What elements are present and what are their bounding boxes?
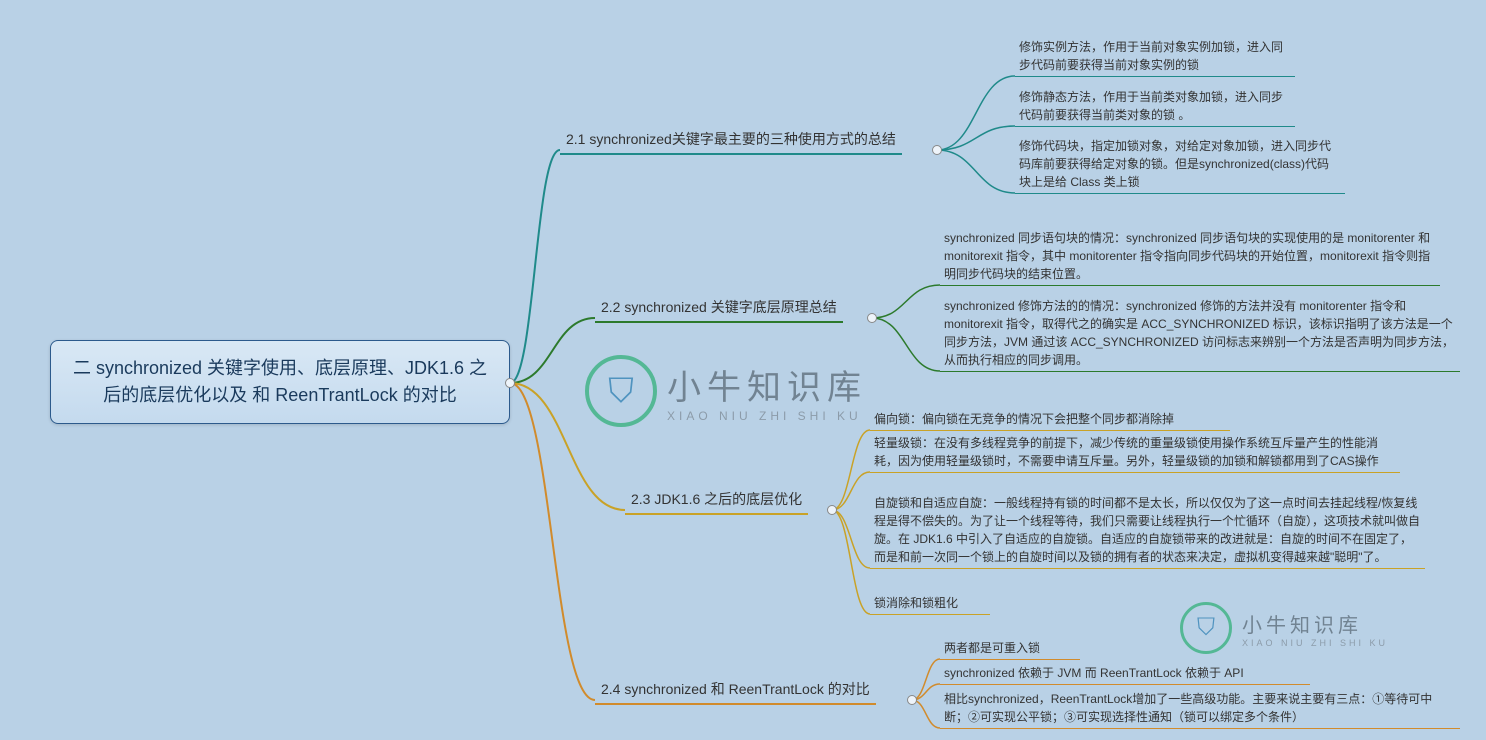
root-connector xyxy=(505,378,515,388)
leaf-node[interactable]: 锁消除和锁粗化 xyxy=(870,592,990,615)
branch-connector xyxy=(827,505,837,515)
leaf-node[interactable]: 自旋锁和自适应自旋：一般线程持有锁的时间都不是太长，所以仅仅为了这一点时间去挂起… xyxy=(870,492,1425,569)
watermark-title: 小牛知识库 xyxy=(667,360,867,409)
watermark-title: 小牛知识库 xyxy=(1242,609,1388,638)
watermark-logo: ⛉ xyxy=(585,355,657,427)
leaf-node[interactable]: synchronized 同步语句块的情况：synchronized 同步语句块… xyxy=(940,227,1440,286)
branch-connector xyxy=(867,313,877,323)
branch-b21[interactable]: 2.1 synchronized关键字最主要的三种使用方式的总结 xyxy=(560,125,902,155)
branch-b23[interactable]: 2.3 JDK1.6 之后的底层优化 xyxy=(625,485,808,515)
branch-b24[interactable]: 2.4 synchronized 和 ReenTrantLock 的对比 xyxy=(595,675,876,705)
leaf-node[interactable]: 两者都是可重入锁 xyxy=(940,637,1080,660)
watermark-subtitle: XIAO NIU ZHI SHI KU xyxy=(667,409,867,423)
leaf-node[interactable]: 轻量级锁：在没有多线程竞争的前提下，减少传统的重量级锁使用操作系统互斥量产生的性… xyxy=(870,432,1400,473)
leaf-node[interactable]: 修饰实例方法，作用于当前对象实例加锁，进入同步代码前要获得当前对象实例的锁 xyxy=(1015,36,1295,77)
leaf-node[interactable]: synchronized 修饰方法的的情况：synchronized 修饰的方法… xyxy=(940,295,1460,372)
leaf-node[interactable]: 偏向锁：偏向锁在无竞争的情况下会把整个同步都消除掉 xyxy=(870,408,1230,431)
branch-connector xyxy=(907,695,917,705)
watermark: ⛉ 小牛知识库XIAO NIU ZHI SHI KU xyxy=(1180,602,1388,654)
watermark-logo: ⛉ xyxy=(1180,602,1232,654)
leaf-node[interactable]: 相比synchronized，ReenTrantLock增加了一些高级功能。主要… xyxy=(940,688,1460,729)
leaf-node[interactable]: 修饰静态方法，作用于当前类对象加锁，进入同步代码前要获得当前类对象的锁 。 xyxy=(1015,86,1295,127)
leaf-node[interactable]: 修饰代码块，指定加锁对象，对给定对象加锁，进入同步代码库前要获得给定对象的锁。但… xyxy=(1015,135,1345,194)
root-node[interactable]: 二 synchronized 关键字使用、底层原理、JDK1.6 之后的底层优化… xyxy=(50,340,510,424)
leaf-node[interactable]: synchronized 依赖于 JVM 而 ReenTrantLock 依赖于… xyxy=(940,662,1310,685)
watermark-subtitle: XIAO NIU ZHI SHI KU xyxy=(1242,638,1388,648)
branch-b22[interactable]: 2.2 synchronized 关键字底层原理总结 xyxy=(595,293,843,323)
branch-connector xyxy=(932,145,942,155)
watermark: ⛉小牛知识库XIAO NIU ZHI SHI KU xyxy=(585,355,867,427)
mindmap-canvas: 二 synchronized 关键字使用、底层原理、JDK1.6 之后的底层优化… xyxy=(0,0,1486,740)
